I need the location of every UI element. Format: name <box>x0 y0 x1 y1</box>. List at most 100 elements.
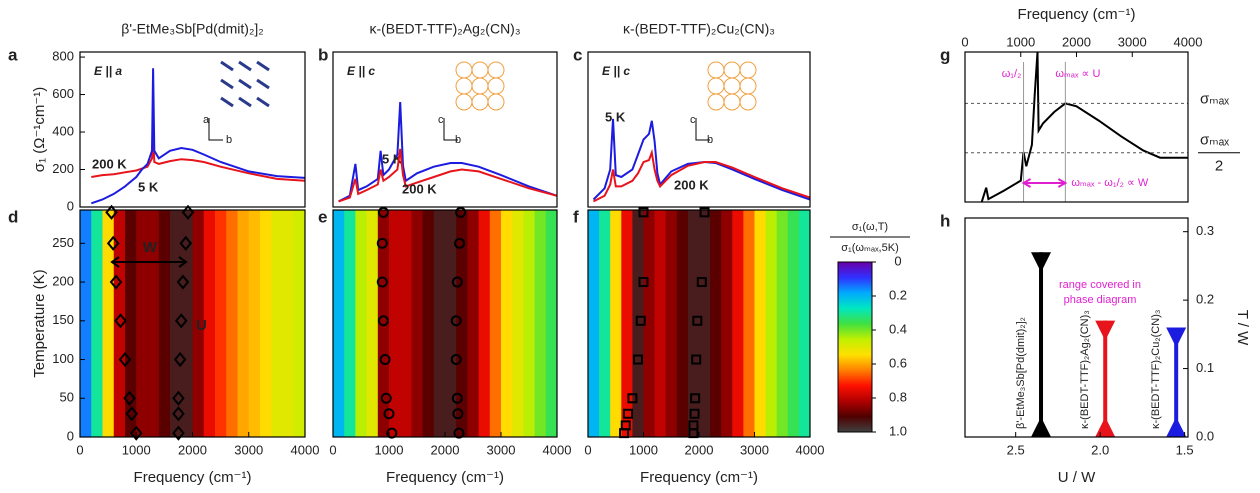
x-axis-label: Frequency (cm⁻¹) <box>1018 6 1136 23</box>
marker <box>696 277 707 288</box>
inset-crystal <box>487 61 505 79</box>
spectrum-line <box>592 118 810 201</box>
heat-column <box>389 210 401 437</box>
marker <box>129 425 143 441</box>
spectrum-line <box>90 68 305 205</box>
heat-column <box>113 210 126 437</box>
series-label: 5 K <box>138 179 159 194</box>
y-tick-label: 100 <box>52 351 74 366</box>
spectrum-line <box>338 101 557 203</box>
heat-column <box>710 210 722 437</box>
marker <box>699 207 710 218</box>
heat-column <box>456 210 468 437</box>
marker <box>689 408 700 419</box>
inset-crystal <box>220 78 234 90</box>
y-tick-label: 600 <box>52 86 74 101</box>
inset-crystal <box>739 93 757 111</box>
heat-column <box>102 210 115 437</box>
y-tick-label: 0.2 <box>1196 292 1214 307</box>
inset-crystal <box>256 78 270 90</box>
series-label: β'-EtMe₃Sb[Pd(dmit)₂]₂ <box>1015 317 1027 429</box>
x-axis-label: Frequency (cm⁻¹) <box>640 469 758 486</box>
marker <box>109 274 123 290</box>
marker <box>379 354 391 366</box>
x-tick-label: 2000 <box>1062 34 1091 49</box>
inset-axes <box>443 118 458 141</box>
inset-crystal <box>739 77 757 95</box>
marker <box>114 313 127 329</box>
series-label: 200 K <box>674 177 709 192</box>
marker <box>622 408 633 419</box>
x-tick-label: 4000 <box>796 442 825 457</box>
marker <box>692 315 703 326</box>
spectrum-line <box>338 148 557 203</box>
heat-column <box>147 210 160 437</box>
inset-axis-label: b <box>226 134 232 146</box>
marker <box>638 277 649 288</box>
colorbar <box>837 261 873 433</box>
inset-crystal <box>707 61 725 79</box>
w-label: W <box>143 239 158 256</box>
x-tick-label: 3000 <box>234 442 263 457</box>
inset-crystal <box>220 60 234 72</box>
heat-column <box>512 210 524 437</box>
heat-column <box>743 210 755 437</box>
heat-column <box>501 210 513 437</box>
marker <box>635 315 646 326</box>
range-end <box>1095 320 1116 341</box>
inset-crystal <box>723 77 741 95</box>
marker <box>454 237 466 249</box>
range-end <box>1166 417 1187 437</box>
panel-letter: f <box>573 207 579 226</box>
heat-column <box>665 210 678 437</box>
y-tick-label: 0.0 <box>1196 428 1214 443</box>
marker <box>377 206 389 218</box>
inset-crystal <box>739 61 757 79</box>
marker <box>380 392 392 404</box>
inset-crystal <box>455 61 473 79</box>
inset-crystal <box>723 61 741 79</box>
inset-crystal <box>471 77 489 95</box>
marker <box>383 408 395 420</box>
inset-axis-label: c <box>438 114 444 126</box>
marker <box>453 427 465 439</box>
marker <box>638 207 649 218</box>
heat-column <box>355 210 368 437</box>
marker-label: ωₘₐₓ ∝ U <box>1055 68 1100 80</box>
heat-column <box>754 210 767 437</box>
plot-frame <box>79 51 306 208</box>
span-arrow <box>1021 178 1068 188</box>
x-tick-label: 3000 <box>1118 34 1147 49</box>
x-tick-label: 2000 <box>178 442 207 457</box>
x-tick-label: 1000 <box>375 442 404 457</box>
heat-column <box>80 210 92 437</box>
marker <box>455 206 467 218</box>
marker <box>176 274 190 290</box>
heat-column <box>445 210 457 437</box>
marker <box>174 313 188 329</box>
y-tick-label: 50 <box>60 390 74 405</box>
inset-axis-label: b <box>707 134 713 146</box>
x-tick-label: 4000 <box>1174 34 1203 49</box>
spectrum-line <box>91 135 305 182</box>
heat-column <box>282 210 295 437</box>
marker <box>173 351 187 368</box>
annotation: phase diagram <box>1064 294 1137 306</box>
heat-column <box>534 210 547 437</box>
inset-crystal <box>487 77 505 95</box>
panel-title: κ-(BEDT-TTF)₂Ag₂(CN)₃ <box>369 21 520 37</box>
inset-crystal <box>238 60 252 72</box>
y-tick-label: 250 <box>52 235 74 250</box>
y-tick-label: 0 <box>67 428 74 443</box>
colorbar-tick-label: 0.2 <box>889 287 907 302</box>
x-tick-label: 4000 <box>291 442 320 457</box>
inset-crystal <box>707 77 725 95</box>
heat-column <box>732 210 744 437</box>
x-axis-label: U / W <box>1058 469 1096 486</box>
heat-column <box>192 210 205 437</box>
heat-column <box>433 210 446 437</box>
heat-column <box>422 210 435 437</box>
plot-frame <box>587 51 811 208</box>
field-label: E || c <box>602 64 630 78</box>
marker <box>377 315 389 327</box>
